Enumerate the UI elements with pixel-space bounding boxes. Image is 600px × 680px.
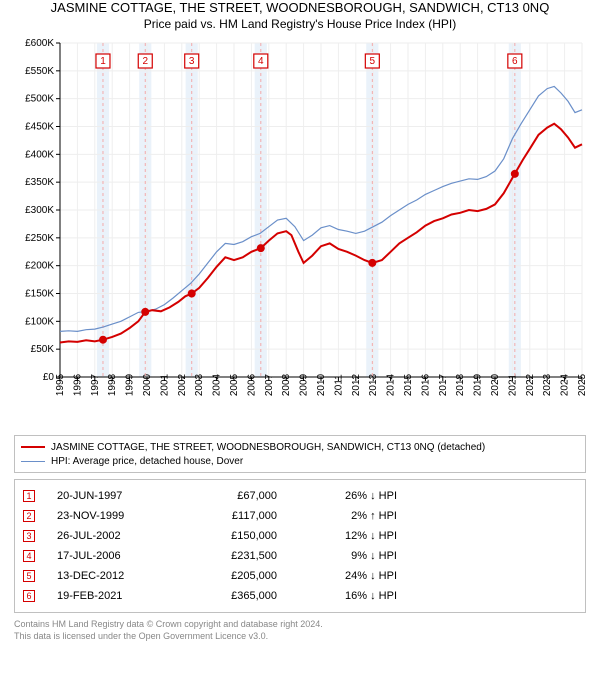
sale-badge: 4 [23, 550, 35, 562]
svg-text:£550K: £550K [25, 66, 54, 77]
sale-hpi-delta: 2% ↑ HPI [277, 510, 397, 522]
svg-text:3: 3 [189, 56, 195, 67]
page-subtitle: Price paid vs. HM Land Registry's House … [0, 17, 600, 31]
svg-text:2: 2 [142, 56, 148, 67]
sale-hpi-delta: 12% ↓ HPI [277, 530, 397, 542]
sales-table: 1 20-JUN-1997£67,00026% ↓ HPI 2 23-NOV-1999… [14, 479, 586, 613]
sale-hpi-delta: 16% ↓ HPI [277, 590, 397, 602]
chart-svg: £0 £50K £100K £150K £200K £250K £300K £350K £400… [10, 37, 590, 427]
price-chart: £0 £50K £100K £150K £200K £250K £300K £350K £400… [10, 37, 590, 427]
sale-row: 4 17-JUL-2006£231,5009% ↓ HPI [23, 546, 577, 566]
legend-item-property: JASMINE COTTAGE, THE STREET, WOODNESBORO… [21, 440, 579, 454]
svg-text:4: 4 [258, 56, 264, 67]
sale-date: 20-JUN-1997 [57, 490, 187, 502]
svg-text:£400K: £400K [25, 149, 54, 160]
svg-text:1: 1 [100, 56, 106, 67]
svg-text:£200K: £200K [25, 261, 54, 272]
svg-text:£50K: £50K [31, 344, 55, 355]
sale-row: 6 19-FEB-2021£365,00016% ↓ HPI [23, 586, 577, 606]
sale-date: 17-JUL-2006 [57, 550, 187, 562]
sale-price: £67,000 [187, 490, 277, 502]
svg-text:6: 6 [512, 56, 518, 67]
svg-text:£0: £0 [43, 372, 55, 383]
sale-date: 19-FEB-2021 [57, 590, 187, 602]
legend-item-hpi: HPI: Average price, detached house, Dove… [21, 454, 579, 468]
sale-row: 5 13-DEC-2012£205,00024% ↓ HPI [23, 566, 577, 586]
footnote: Contains HM Land Registry data © Crown c… [14, 619, 586, 642]
svg-text:£100K: £100K [25, 316, 54, 327]
sale-badge: 5 [23, 570, 35, 582]
sale-hpi-delta: 9% ↓ HPI [277, 550, 397, 562]
sale-date: 13-DEC-2012 [57, 570, 187, 582]
footnote-line2: This data is licensed under the Open Gov… [14, 631, 268, 641]
sale-badge: 1 [23, 490, 35, 502]
svg-text:£300K: £300K [25, 205, 54, 216]
sale-price: £117,000 [187, 510, 277, 522]
svg-text:£450K: £450K [25, 122, 54, 133]
footnote-line1: Contains HM Land Registry data © Crown c… [14, 619, 323, 629]
sale-hpi-delta: 24% ↓ HPI [277, 570, 397, 582]
sale-hpi-delta: 26% ↓ HPI [277, 490, 397, 502]
sale-date: 26-JUL-2002 [57, 530, 187, 542]
sale-badge: 2 [23, 510, 35, 522]
legend-swatch-blue [21, 461, 45, 462]
page-title: JASMINE COTTAGE, THE STREET, WOODNESBORO… [0, 0, 600, 15]
sale-price: £365,000 [187, 590, 277, 602]
sale-badge: 3 [23, 530, 35, 542]
svg-text:5: 5 [370, 56, 376, 67]
sale-badge: 6 [23, 590, 35, 602]
svg-text:£600K: £600K [25, 38, 54, 49]
sale-price: £231,500 [187, 550, 277, 562]
sale-price: £150,000 [187, 530, 277, 542]
svg-text:£150K: £150K [25, 289, 54, 300]
svg-text:£500K: £500K [25, 94, 54, 105]
legend-swatch-red [21, 446, 45, 448]
sale-date: 23-NOV-1999 [57, 510, 187, 522]
sale-row: 3 26-JUL-2002£150,00012% ↓ HPI [23, 526, 577, 546]
svg-text:£250K: £250K [25, 233, 54, 244]
sale-row: 1 20-JUN-1997£67,00026% ↓ HPI [23, 486, 577, 506]
svg-text:£350K: £350K [25, 177, 54, 188]
legend-label: HPI: Average price, detached house, Dove… [51, 456, 243, 467]
sale-price: £205,000 [187, 570, 277, 582]
sale-row: 2 23-NOV-1999£117,0002% ↑ HPI [23, 506, 577, 526]
legend-panel: JASMINE COTTAGE, THE STREET, WOODNESBORO… [14, 435, 586, 473]
legend-label: JASMINE COTTAGE, THE STREET, WOODNESBORO… [51, 442, 485, 453]
